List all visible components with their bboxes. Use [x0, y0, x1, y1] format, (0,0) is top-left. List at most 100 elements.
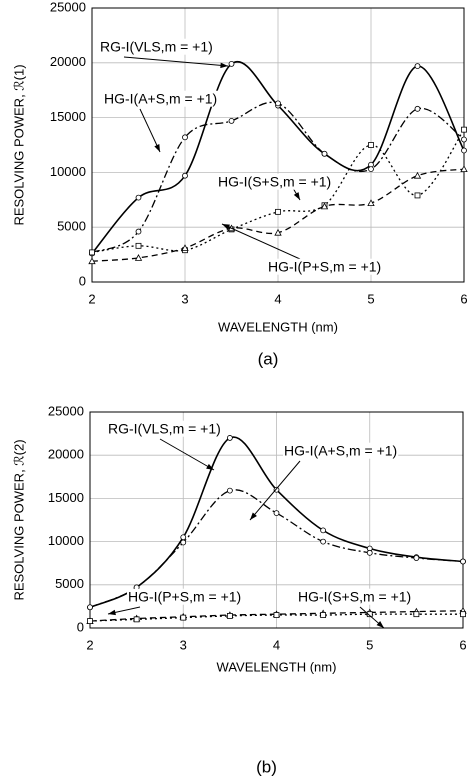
point: [414, 105, 421, 112]
point: [368, 166, 374, 173]
callout-bg: [99, 38, 214, 55]
callout-label: HG-I(P+S,m = +1): [128, 589, 241, 605]
point: [180, 614, 187, 621]
point: [89, 249, 95, 256]
point: [180, 534, 187, 541]
callout-arrow: [123, 56, 229, 67]
callout-bg: [103, 90, 219, 107]
point: [367, 199, 375, 206]
point: [273, 486, 280, 493]
point: [135, 228, 142, 235]
y-axis-label: RESOLVING POWER, ℛ(2): [11, 439, 26, 600]
callout-label: HG-I(S+S,m = +1): [218, 174, 331, 190]
y-tick-label: 5000: [57, 219, 86, 234]
y-tick-label: 20000: [50, 54, 86, 69]
point: [180, 539, 187, 546]
plot-frame: [89, 411, 464, 629]
x-tick-label: 2: [86, 637, 93, 652]
series-line: [89, 610, 464, 622]
point: [414, 63, 421, 69]
callout-label: HG-I(S+S,m = +1): [298, 589, 411, 605]
x-tick-label: 5: [367, 291, 374, 306]
point: [275, 100, 281, 107]
callout-bg: [127, 588, 243, 605]
y-tick-label: 15000: [48, 490, 84, 505]
y-tick-label: 10000: [50, 164, 86, 179]
point: [413, 611, 420, 618]
y-tick-label: 0: [77, 619, 84, 634]
point: [182, 134, 188, 141]
callout-arrow: [249, 460, 301, 521]
point: [368, 142, 374, 148]
callout-label: RG-I(VLS,m = +1): [100, 39, 213, 55]
callout-bg: [297, 588, 413, 605]
point: [461, 136, 467, 143]
x-tick-label: 6: [460, 291, 467, 306]
point: [366, 611, 373, 618]
callout-bg: [267, 258, 383, 275]
point: [413, 555, 420, 561]
x-tick-label: 2: [88, 291, 95, 306]
callout-arrowhead: [206, 463, 214, 470]
point: [320, 612, 327, 618]
callout-arrowhead: [220, 62, 228, 69]
plot-frame: [91, 7, 465, 283]
point: [413, 171, 422, 179]
x-tick-label: 4: [274, 291, 281, 306]
point: [135, 194, 142, 201]
point: [275, 208, 281, 215]
point: [461, 147, 467, 154]
point: [460, 611, 466, 618]
x-axis-label: WAVELENGTH (nm): [218, 319, 338, 334]
callout-label: RG-I(VLS,m = +1): [108, 421, 221, 437]
point: [88, 257, 96, 265]
callout-arrow: [221, 223, 301, 260]
callout-arrow: [139, 108, 161, 153]
point: [133, 616, 140, 623]
point: [87, 618, 93, 624]
y-tick-label: 25000: [50, 0, 86, 14]
point: [274, 228, 282, 236]
point: [273, 612, 280, 618]
point: [321, 150, 328, 157]
point: [87, 604, 93, 611]
y-tick-label: 0: [79, 273, 86, 288]
y-tick-label: 5000: [55, 576, 84, 591]
callout-label: HG-I(A+S,m = +1): [104, 91, 217, 107]
point: [460, 558, 466, 565]
callout-arrowhead: [154, 144, 160, 152]
point: [460, 165, 468, 173]
point: [273, 510, 280, 516]
y-tick-label: 10000: [48, 533, 84, 548]
callout-label: HG-I(P+S,m = +1): [268, 259, 381, 275]
callout-bg: [217, 173, 333, 190]
x-axis-label: WAVELENGTH (nm): [217, 659, 337, 674]
caption: (a): [258, 349, 279, 368]
point: [461, 126, 467, 133]
x-tick-label: 5: [366, 637, 373, 652]
callout-label: HG-I(A+S,m = +1): [284, 443, 397, 459]
callout-arrow: [159, 438, 215, 471]
point: [134, 254, 143, 261]
x-tick-label: 3: [180, 637, 187, 652]
callout-bg: [283, 442, 399, 459]
callout-arrowhead: [222, 224, 230, 230]
series-line: [89, 489, 464, 608]
point: [182, 172, 188, 179]
callout-arrowhead: [108, 609, 116, 616]
series-line: [91, 129, 465, 254]
callout-bg: [107, 420, 222, 437]
point: [228, 60, 235, 67]
callout-arrowhead: [376, 620, 384, 628]
callout-arrowhead: [293, 192, 300, 200]
series-line: [89, 436, 464, 609]
y-axis-label: RESOLVING POWER, ℛ(1): [11, 64, 26, 225]
x-tick-label: 3: [181, 291, 188, 306]
point: [366, 549, 373, 556]
caption: (b): [256, 757, 277, 776]
y-tick-label: 15000: [50, 109, 86, 124]
point: [226, 435, 233, 441]
x-tick-label: 4: [273, 637, 280, 652]
x-tick-label: 6: [459, 637, 466, 652]
